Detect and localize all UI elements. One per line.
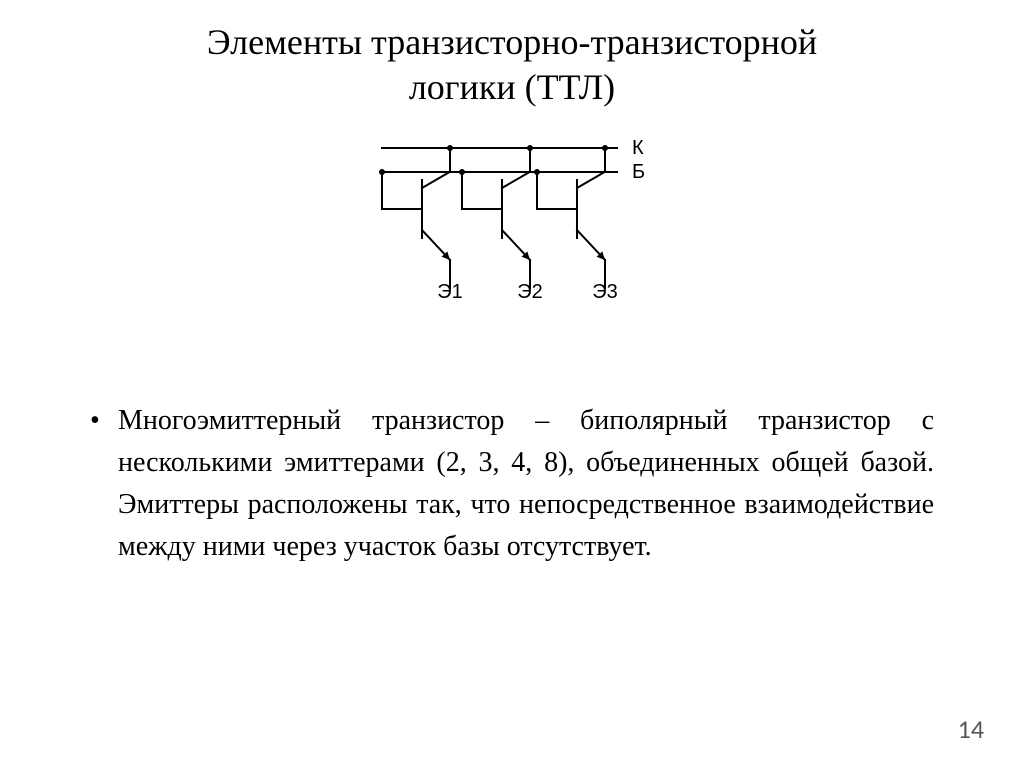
svg-text:Э1: Э1 — [437, 281, 463, 303]
svg-text:Б: Б — [632, 161, 645, 183]
bullet-text: Многоэмиттерный транзистор – биполярный … — [118, 400, 934, 568]
svg-text:К: К — [632, 137, 644, 159]
diagram-container: КБ Э1 Э2 Э3 — [0, 120, 1024, 310]
bullet-marker: • — [90, 400, 118, 568]
bullet-item: • Многоэмиттерный транзистор – биполярны… — [90, 400, 934, 568]
slide-title: Элементы транзисторно-транзисторной логи… — [0, 0, 1024, 110]
svg-text:Э3: Э3 — [592, 281, 618, 303]
title-line-2: логики (ТТЛ) — [409, 67, 615, 107]
page-number: 14 — [958, 713, 984, 745]
multi-emitter-transistor-diagram: КБ Э1 Э2 Э3 — [352, 120, 672, 310]
svg-text:Э2: Э2 — [517, 281, 543, 303]
slide: Элементы транзисторно-транзисторной логи… — [0, 0, 1024, 767]
title-line-1: Элементы транзисторно-транзисторной — [207, 22, 817, 62]
body-text: • Многоэмиттерный транзистор – биполярны… — [90, 400, 934, 568]
